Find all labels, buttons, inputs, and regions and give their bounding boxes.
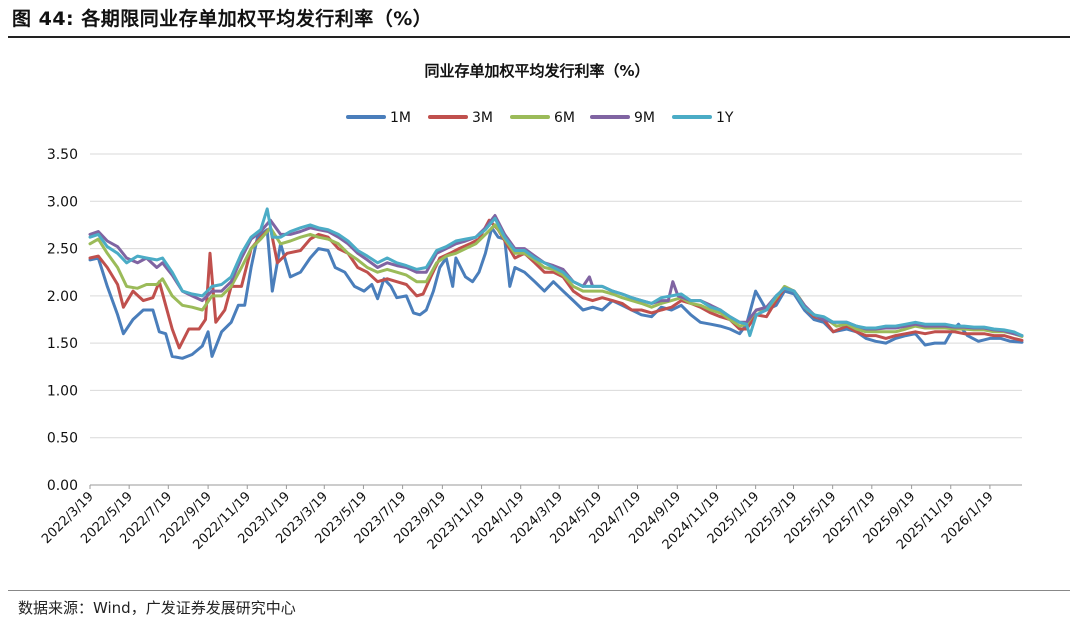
series-line-1y [88, 207, 1024, 338]
series-line-9m [88, 214, 1024, 338]
y-tick-label: 1.00 [47, 383, 78, 399]
series-layer [88, 207, 1024, 360]
title-rule [8, 36, 1070, 38]
series-line-6m [88, 223, 1024, 338]
legend-item-3m: 3M [428, 110, 493, 126]
y-tick-label: 3.00 [47, 194, 78, 210]
legend-label: 9M [634, 110, 655, 126]
source-note: 数据来源：Wind，广发证券发展研究中心 [18, 599, 296, 617]
legend-label: 6M [554, 110, 575, 126]
line-chart: 同业存单加权平均发行利率（%） 1M 3M 6M 9M 1Y 0.00 0.50 1.00 1… [39, 62, 1024, 553]
chart-legend: 1M 3M 6M 9M 1Y [346, 110, 734, 126]
legend-item-1y: 1Y [672, 110, 734, 126]
y-tick-label: 1.50 [47, 336, 78, 352]
x-axis: 2022/3/192022/5/192022/7/192022/9/192022… [39, 485, 997, 553]
legend-item-6m: 6M [510, 110, 575, 126]
y-tick-label: 2.00 [47, 289, 78, 305]
figure-title: 图 44: 各期限同业存单加权平均发行利率（%） [12, 8, 433, 30]
legend-item-1m: 1M [346, 110, 411, 126]
legend-label: 1Y [716, 110, 734, 126]
y-tick-label: 0.50 [47, 431, 78, 447]
y-tick-label: 0.00 [47, 478, 78, 494]
chart-title: 同业存单加权平均发行利率（%） [424, 62, 649, 80]
footer-rule [8, 590, 1070, 591]
y-tick-label: 3.50 [47, 147, 78, 163]
chart-grid [90, 153, 1022, 486]
series-line-3m [88, 218, 1024, 350]
legend-label: 3M [472, 110, 493, 126]
legend-label: 1M [390, 110, 411, 126]
y-tick-label: 2.50 [47, 242, 78, 258]
y-axis: 0.00 0.50 1.00 1.50 2.00 2.50 3.00 3.50 [47, 147, 78, 494]
legend-item-9m: 9M [590, 110, 655, 126]
